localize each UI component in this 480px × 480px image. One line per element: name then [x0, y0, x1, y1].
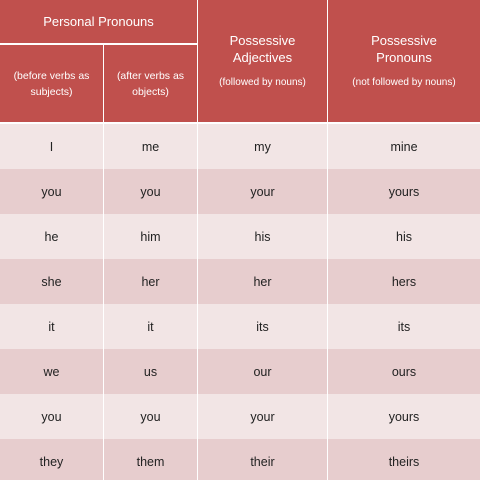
cell-possessive-adjective: its	[197, 304, 327, 349]
header-subjects-label: (before verbs as subjects)	[13, 69, 90, 98]
table-row: we us our ours	[0, 349, 480, 394]
table-row: it it its its	[0, 304, 480, 349]
header-objects: (after verbs as objects)	[104, 45, 197, 122]
cell-possessive-adjective: my	[197, 124, 327, 169]
header-possessive-adjectives: Possessive Adjectives (followed by nouns…	[198, 0, 327, 122]
table-row: they them their theirs	[0, 439, 480, 480]
header-pronouns-title: Possessive Pronouns	[371, 33, 437, 65]
cell-subject-pronoun: she	[41, 274, 62, 289]
cell-possessive-adjective: our	[197, 349, 327, 394]
header-subjects: (before verbs as subjects)	[0, 45, 103, 122]
cell-object-pronoun: them	[103, 439, 197, 480]
cell-possessive-pronoun: his	[327, 214, 480, 259]
cell-possessive-pronoun: ours	[327, 349, 480, 394]
cell-object-pronoun: us	[103, 349, 197, 394]
cell-object-pronoun: you	[103, 169, 197, 214]
header-adjectives-sub: (followed by nouns)	[219, 77, 306, 88]
cell-subject-pronoun: I	[49, 139, 54, 154]
cell-possessive-adjective: your	[197, 169, 327, 214]
header-personal-label: Personal Pronouns	[43, 14, 154, 29]
cell-possessive-pronoun: hers	[327, 259, 480, 304]
cell-possessive-pronoun: yours	[327, 394, 480, 439]
header-adjectives-title: Possessive Adjectives	[229, 33, 296, 65]
cell-object-pronoun: me	[103, 124, 197, 169]
cell-possessive-adjective: his	[197, 214, 327, 259]
table-row: he him his his	[0, 214, 480, 259]
cell-subject-pronoun: it	[48, 319, 55, 334]
table-row: you you your yours	[0, 169, 480, 214]
cell-subject-pronoun: you	[41, 184, 62, 199]
table-row: you you your yours	[0, 394, 480, 439]
cell-possessive-adjective: her	[197, 259, 327, 304]
cell-subject-pronoun: he	[44, 229, 59, 244]
header-personal-pronouns: Personal Pronouns	[0, 0, 197, 43]
header-pronouns-sub: (not followed by nouns)	[352, 77, 456, 88]
cell-possessive-adjective: your	[197, 394, 327, 439]
cell-subject-pronoun: they	[39, 454, 64, 469]
cell-object-pronoun: her	[103, 259, 197, 304]
cell-object-pronoun: you	[103, 394, 197, 439]
cell-possessive-pronoun: yours	[327, 169, 480, 214]
cell-subject-pronoun: you	[41, 409, 62, 424]
cell-object-pronoun: it	[103, 304, 197, 349]
header-possessive-pronouns: Possessive Pronouns (not followed by nou…	[328, 0, 480, 122]
cell-possessive-adjective: their	[197, 439, 327, 480]
cell-object-pronoun: him	[103, 214, 197, 259]
cell-possessive-pronoun: theirs	[327, 439, 480, 480]
table-row: she her her hers	[0, 259, 480, 304]
cell-possessive-pronoun: its	[327, 304, 480, 349]
cell-possessive-pronoun: mine	[327, 124, 480, 169]
header-objects-label: (after verbs as objects)	[116, 69, 185, 98]
cell-subject-pronoun: we	[43, 364, 60, 379]
